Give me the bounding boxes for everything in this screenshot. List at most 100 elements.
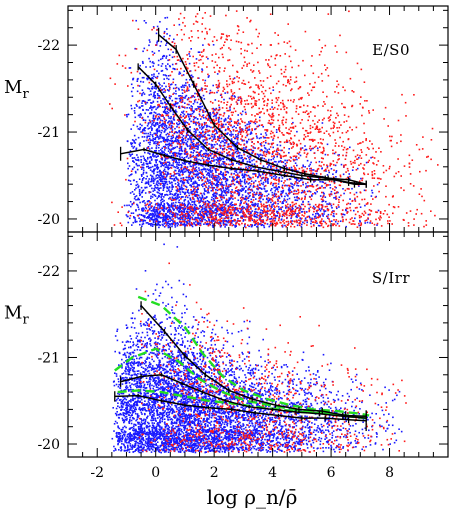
scatter-point-blue (214, 114, 216, 117)
scatter-point-blue (228, 205, 230, 207)
scatter-point-blue (167, 138, 169, 141)
scatter-point-blue (166, 138, 168, 140)
scatter-point-blue (255, 198, 257, 200)
scatter-point-red (285, 85, 287, 87)
scatter-point-red (377, 160, 380, 162)
scatter-point-blue (250, 212, 252, 214)
scatter-point-red (179, 115, 181, 117)
scatter-point-blue (224, 176, 226, 179)
scatter-point-blue (177, 87, 180, 90)
scatter-point-blue (183, 214, 185, 216)
scatter-point-blue (259, 191, 262, 194)
scatter-point-blue (191, 183, 194, 185)
scatter-point-blue (233, 145, 236, 148)
scatter-point-blue (172, 215, 174, 218)
scatter-point-red (363, 122, 365, 125)
scatter-point-blue (142, 219, 145, 222)
scatter-point-red (223, 207, 226, 209)
scatter-point-red (221, 46, 223, 49)
scatter-point-blue (284, 195, 286, 198)
scatter-point-blue (156, 181, 158, 183)
scatter-point-blue (147, 87, 149, 90)
scatter-point-blue (172, 103, 175, 106)
scatter-point-blue (128, 210, 130, 213)
scatter-point-blue (163, 117, 165, 119)
scatter-point-blue (277, 200, 279, 202)
scatter-point-blue (213, 164, 216, 166)
scatter-point-blue (217, 180, 219, 183)
scatter-point-blue (166, 110, 169, 113)
scatter-point-blue (194, 173, 197, 176)
scatter-point-red (225, 163, 228, 165)
scatter-point-blue (148, 137, 151, 140)
scatter-point-blue (185, 129, 188, 132)
scatter-point-blue (163, 35, 165, 38)
scatter-point-red (205, 186, 207, 188)
scatter-point-blue (203, 216, 206, 218)
scatter-point-blue (223, 194, 225, 197)
scatter-point-blue (242, 188, 245, 191)
scatter-point-blue (215, 114, 217, 116)
scatter-point-blue (212, 146, 214, 148)
scatter-point-blue (242, 160, 244, 163)
scatter-point-blue (189, 162, 191, 165)
scatter-point-red (251, 106, 253, 109)
scatter-point-blue (144, 159, 147, 161)
scatter-point-blue (190, 180, 192, 182)
scatter-point-blue (255, 223, 258, 225)
scatter-point-blue (295, 190, 298, 193)
scatter-point-red (228, 145, 231, 148)
scatter-point-red (235, 174, 237, 176)
scatter-point-blue (180, 113, 182, 116)
scatter-point-blue (161, 164, 163, 166)
scatter-point-red (234, 203, 236, 205)
scatter-point-blue (154, 94, 157, 97)
scatter-point-blue (185, 142, 187, 145)
scatter-point-blue (198, 134, 201, 136)
scatter-point-blue (270, 188, 273, 190)
scatter-point-blue (254, 223, 256, 226)
scatter-point-blue (237, 119, 240, 121)
scatter-point-blue (160, 187, 162, 189)
scatter-point-blue (194, 191, 196, 194)
scatter-point-blue (198, 131, 201, 134)
scatter-point-blue (207, 223, 209, 225)
scatter-point-blue (128, 153, 131, 155)
scatter-point-blue (178, 153, 180, 156)
scatter-point-blue (185, 220, 188, 223)
scatter-point-blue (154, 195, 157, 197)
scatter-point-blue (349, 146, 351, 149)
scatter-point-blue (299, 217, 301, 219)
scatter-point-red (285, 112, 288, 114)
scatter-point-blue (182, 224, 185, 226)
scatter-point-blue (219, 177, 221, 179)
scatter-point-red (165, 114, 168, 117)
scatter-point-blue (158, 126, 160, 129)
scatter-point-blue (213, 192, 215, 194)
scatter-point-red (240, 48, 242, 50)
scatter-point-blue (169, 148, 171, 151)
scatter-point-blue (156, 100, 159, 103)
scatter-point-blue (155, 133, 158, 136)
scatter-point-blue (170, 205, 172, 207)
scatter-point-blue (135, 19, 137, 22)
scatter-point-blue (146, 186, 148, 189)
scatter-point-blue (245, 185, 247, 188)
scatter-point-blue (211, 169, 214, 172)
scatter-point-blue (173, 197, 175, 200)
scatter-point-blue (202, 131, 204, 134)
scatter-point-blue (179, 99, 182, 102)
scatter-point-blue (158, 204, 160, 207)
scatter-point-blue (143, 157, 145, 159)
scatter-point-blue (192, 111, 195, 113)
scatter-point-blue (230, 172, 233, 175)
scatter-point-blue (151, 175, 154, 178)
scatter-point-blue (296, 164, 298, 167)
scatter-point-blue (183, 86, 185, 89)
scatter-point-blue (157, 94, 159, 97)
scatter-point-blue (179, 180, 182, 183)
scatter-point-blue (153, 211, 156, 213)
scatter-point-blue (218, 118, 220, 120)
